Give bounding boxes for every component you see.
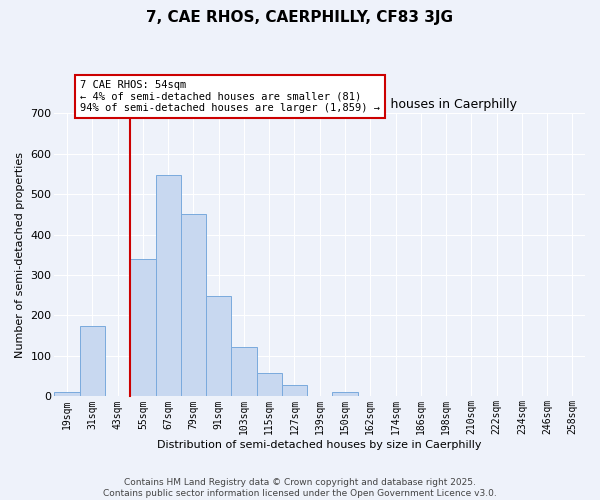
- Bar: [332, 392, 358, 396]
- X-axis label: Distribution of semi-detached houses by size in Caerphilly: Distribution of semi-detached houses by …: [157, 440, 482, 450]
- Bar: [181, 214, 206, 396]
- Bar: [55, 392, 80, 396]
- Bar: [130, 259, 155, 396]
- Text: Contains HM Land Registry data © Crown copyright and database right 2025.
Contai: Contains HM Land Registry data © Crown c…: [103, 478, 497, 498]
- Title: Size of property relative to semi-detached houses in Caerphilly: Size of property relative to semi-detach…: [122, 98, 517, 110]
- Bar: [80, 326, 105, 396]
- Bar: [282, 386, 307, 396]
- Bar: [257, 374, 282, 396]
- Text: 7, CAE RHOS, CAERPHILLY, CF83 3JG: 7, CAE RHOS, CAERPHILLY, CF83 3JG: [146, 10, 454, 25]
- Bar: [155, 174, 181, 396]
- Text: 7 CAE RHOS: 54sqm
← 4% of semi-detached houses are smaller (81)
94% of semi-deta: 7 CAE RHOS: 54sqm ← 4% of semi-detached …: [80, 80, 380, 113]
- Y-axis label: Number of semi-detached properties: Number of semi-detached properties: [15, 152, 25, 358]
- Bar: [232, 346, 257, 397]
- Bar: [206, 296, 232, 396]
